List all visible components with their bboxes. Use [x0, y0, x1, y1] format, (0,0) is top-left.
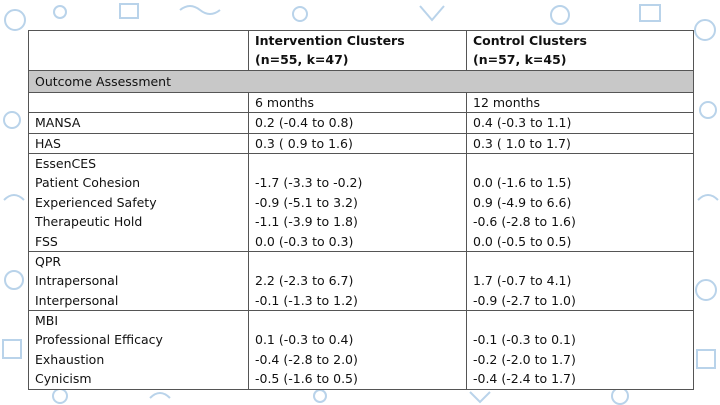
outcome-cell: MANSA	[28, 112, 249, 134]
estimate: 0.4 (-0.3 to 1.1)	[473, 115, 572, 131]
header-cell: Control Clusters (n=57, k=45)	[466, 30, 694, 71]
estimate: 0.0 (-0.3 to 0.3)	[255, 233, 354, 249]
section-text: Outcome Assessment	[35, 73, 172, 89]
intervention-cell: 2.2 (-2.3 to 6.7) -0.1 (-1.3 to 1.2)	[248, 250, 467, 312]
estimate: -1.7 (-3.3 to -0.2)	[255, 175, 363, 191]
outcome-cell: MBI Professional Efficacy Exhaustion Cynici…	[28, 310, 249, 390]
outcome-label: Interpersonal	[35, 292, 119, 308]
group-row: QPR Intrapersonal Interpersonal 2.2 (-2.3 t…	[28, 250, 694, 312]
outcome-cell: HAS	[28, 132, 249, 154]
estimate: -0.5 (-1.6 to 0.5)	[255, 371, 358, 387]
header-cell: Intervention Clusters (n=55, k=47)	[248, 30, 467, 71]
estimate: 0.1 (-0.3 to 0.4)	[255, 332, 354, 348]
estimate	[255, 312, 460, 331]
outcome-cell: QPR Intrapersonal Interpersonal	[28, 250, 249, 312]
intervention-cell: 0.2 (-0.4 to 0.8)	[248, 112, 467, 134]
timepoint-cell: 12 months	[466, 91, 694, 114]
group-row: MANSA 0.2 (-0.4 to 0.8) 0.4 (-0.3 to 1.1)	[28, 112, 694, 134]
outcome-label: Intrapersonal	[35, 273, 119, 289]
timepoint: 6 months	[255, 94, 315, 110]
outcome-label: FSS	[35, 233, 58, 249]
header-subtitle: (n=55, k=47)	[255, 52, 349, 68]
group-row: HAS 0.3 ( 0.9 to 1.6) 0.3 ( 1.0 to 1.7)	[28, 132, 694, 154]
estimate: 0.3 ( 0.9 to 1.6)	[255, 135, 353, 151]
estimate	[473, 312, 687, 331]
estimate: 0.2 (-0.4 to 0.8)	[255, 115, 354, 131]
estimate: 0.3 ( 1.0 to 1.7)	[473, 135, 571, 151]
header-title: Control Clusters	[473, 33, 587, 48]
estimate	[473, 252, 687, 271]
control-cell: 1.7 (-0.7 to 4.1) -0.9 (-2.7 to 1.0)	[466, 250, 694, 312]
control-cell: -0.1 (-0.3 to 0.1) -0.2 (-2.0 to 1.7) -0.4…	[466, 310, 694, 390]
group-row: MBI Professional Efficacy Exhaustion Cynici…	[28, 310, 694, 390]
header-row: Intervention Clusters (n=55, k=47) Contro…	[28, 30, 694, 71]
estimate: 0.0 (-1.6 to 1.5)	[473, 175, 572, 191]
estimate: 2.2 (-2.3 to 6.7)	[255, 273, 354, 289]
estimate: -0.1 (-1.3 to 1.2)	[255, 292, 358, 308]
intervention-cell: 0.3 ( 0.9 to 1.6)	[248, 132, 467, 154]
outcome-label: EssenCES	[35, 155, 97, 171]
estimate: -0.6 (-2.8 to 1.6)	[473, 214, 576, 230]
estimate: 1.7 (-0.7 to 4.1)	[473, 273, 572, 289]
estimate: -0.1 (-0.3 to 0.1)	[473, 332, 576, 348]
results-table: Intervention Clusters (n=55, k=47) Contro…	[28, 30, 694, 390]
outcome-label: Therapeutic Hold	[35, 214, 143, 230]
outcome-label: QPR	[35, 253, 62, 269]
estimate: -0.2 (-2.0 to 1.7)	[473, 351, 576, 367]
timepoint-cell: 6 months	[248, 91, 467, 114]
outcome-label: Cynicism	[35, 371, 92, 387]
timepoint-empty	[28, 91, 249, 114]
header-title: Intervention Clusters	[255, 33, 405, 48]
estimate: -0.4 (-2.4 to 1.7)	[473, 371, 576, 387]
outcome-label: MBI	[35, 313, 59, 329]
timepoint: 12 months	[473, 94, 540, 110]
outcome-label: MANSA	[35, 115, 81, 131]
estimate: 0.0 (-0.5 to 0.5)	[473, 233, 572, 249]
header-empty	[28, 30, 249, 71]
intervention-cell: -1.7 (-3.3 to -0.2) -0.9 (-5.1 to 3.2) -1.…	[248, 152, 467, 252]
timepoint-row: 6 months 12 months	[28, 91, 694, 114]
section-row: Outcome Assessment	[28, 69, 694, 93]
estimate: -0.9 (-5.1 to 3.2)	[255, 194, 358, 210]
section-label: Outcome Assessment	[28, 69, 694, 93]
control-cell: 0.3 ( 1.0 to 1.7)	[466, 132, 694, 154]
outcome-label: HAS	[35, 135, 61, 151]
outcome-label: Experienced Safety	[35, 194, 157, 210]
header-subtitle: (n=57, k=45)	[473, 52, 567, 68]
control-cell: 0.4 (-0.3 to 1.1)	[466, 112, 694, 134]
estimate	[255, 252, 460, 271]
group-row: EssenCES Patient Cohesion Experienced Safe…	[28, 152, 694, 252]
estimate: -0.9 (-2.7 to 1.0)	[473, 292, 576, 308]
control-cell: 0.0 (-1.6 to 1.5) 0.9 (-4.9 to 6.6) -0.6 (…	[466, 152, 694, 252]
estimate	[255, 154, 460, 173]
estimate: 0.9 (-4.9 to 6.6)	[473, 194, 572, 210]
outcome-cell: EssenCES Patient Cohesion Experienced Safe…	[28, 152, 249, 252]
outcome-label: Patient Cohesion	[35, 175, 141, 191]
outcome-label: Professional Efficacy	[35, 332, 163, 348]
intervention-cell: 0.1 (-0.3 to 0.4) -0.4 (-2.8 to 2.0) -0.5 …	[248, 310, 467, 390]
estimate: -1.1 (-3.9 to 1.8)	[255, 214, 358, 230]
estimate: -0.4 (-2.8 to 2.0)	[255, 351, 358, 367]
estimate	[473, 154, 687, 173]
outcome-label: Exhaustion	[35, 351, 105, 367]
